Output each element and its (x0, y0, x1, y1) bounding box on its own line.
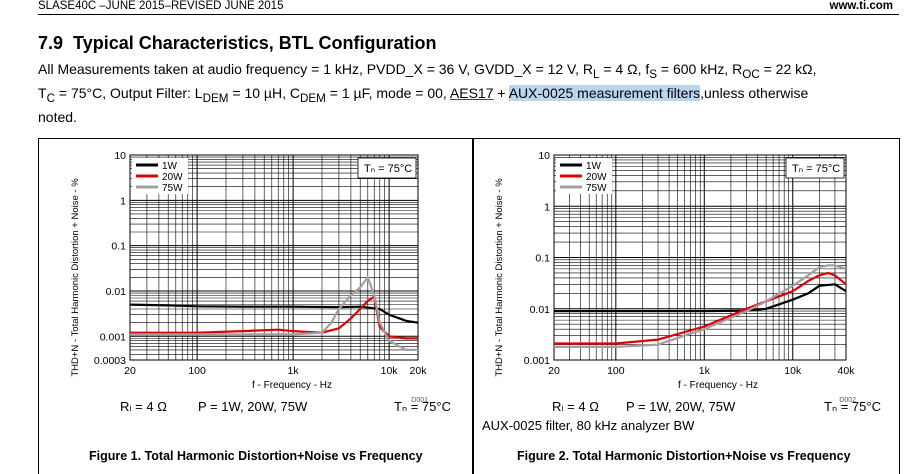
x-tick-label: 1k (699, 365, 711, 377)
x-tick-label: 1k (288, 365, 300, 377)
y-tick-label: 0.001 (100, 331, 126, 343)
fig1-cond-rl: Rₗ = 4 Ω (120, 399, 167, 414)
figure-2 (472, 138, 900, 474)
header-rule (38, 14, 899, 15)
fig1-cond-p: P = 1W, 20W, 75W (198, 399, 308, 414)
series-line-75W (130, 276, 418, 351)
y-tick-label: 0.001 (524, 355, 550, 367)
highlighted-text: AUX-0025 measurement filters (508, 84, 701, 101)
x-tick-label: 20 (548, 365, 560, 377)
y-axis-label: THD+N - Total Harmonic Distortion + Nois… (70, 178, 81, 377)
annotation-text: Tₙ = 75°C (792, 163, 840, 175)
legend-label-75W: 75W (586, 183, 607, 194)
fig2-filter-note: AUX-0025 filter, 80 kHz analyzer BW (482, 418, 695, 433)
figure-2-caption: Figure 2. Total Harmonic Distortion+Nois… (517, 449, 851, 463)
x-axis-label: f - Frequency - Hz (252, 380, 332, 391)
intro-paragraph: All Measurements taken at audio frequenc… (38, 61, 817, 125)
annotation-box (785, 157, 845, 179)
y-tick-label: 0.0003 (94, 355, 126, 367)
series-line-20W (554, 271, 847, 345)
y-tick-label: 0.01 (106, 286, 127, 298)
y-tick-label: 0.1 (535, 253, 550, 265)
y-axis-label: THD+N - Total Harmonic Distortion + Nois… (494, 178, 505, 377)
annotation-text: Tₙ = 75°C (364, 163, 412, 175)
x-tick-label: 20k (410, 365, 428, 377)
y-tick-label: 10 (538, 150, 550, 162)
legend-label-75W: 75W (162, 183, 183, 194)
document-id: SLASE40C –JUNE 2015–REVISED JUNE 2015 (38, 0, 284, 12)
x-tick-label: 10k (381, 365, 399, 377)
aes17-link[interactable]: AES17 (449, 84, 494, 101)
x-tick-label: 20 (124, 365, 136, 377)
x-tick-label: 100 (188, 365, 206, 377)
x-tick-label: 10k (784, 365, 802, 377)
series-line-75W (554, 264, 847, 348)
series-line-1W (129, 303, 419, 324)
section-heading: 7.9 Typical Characteristics, BTL Configu… (38, 33, 436, 54)
fig2-cond-p: P = 1W, 20W, 75W (626, 399, 736, 414)
fig1-cond-tc: Tₙ = 75°C (394, 399, 451, 414)
legend-label-20W: 20W (586, 172, 607, 183)
figure-1 (38, 138, 474, 474)
site-link[interactable]: www.ti.com (829, 0, 893, 12)
legend-label-1W: 1W (162, 161, 178, 172)
y-tick-label: 1 (544, 201, 550, 213)
annotation-box (357, 157, 417, 179)
x-tick-label: 40k (838, 365, 856, 377)
legend-label-1W: 1W (586, 161, 602, 172)
legend-label-20W: 20W (162, 172, 183, 183)
y-tick-label: 1 (120, 195, 126, 207)
figure-code: D001 (411, 397, 428, 404)
figure-code: D002 (839, 397, 856, 404)
x-tick-label: 100 (607, 365, 625, 377)
section-number: 7.9 (38, 33, 64, 53)
y-tick-label: 0.01 (530, 304, 551, 316)
section-title: Typical Characteristics, BTL Configurati… (73, 33, 437, 53)
y-tick-label: 10 (114, 150, 126, 162)
figure-1-caption: Figure 1. Total Harmonic Distortion+Nois… (89, 449, 423, 463)
x-axis-label: f - Frequency - Hz (678, 380, 758, 391)
y-tick-label: 0.1 (111, 241, 126, 253)
series-line-1W (554, 283, 847, 313)
fig2-cond-tc: Tₙ = 75°C (824, 399, 881, 414)
fig2-cond-rl: Rₗ = 4 Ω (552, 399, 599, 414)
